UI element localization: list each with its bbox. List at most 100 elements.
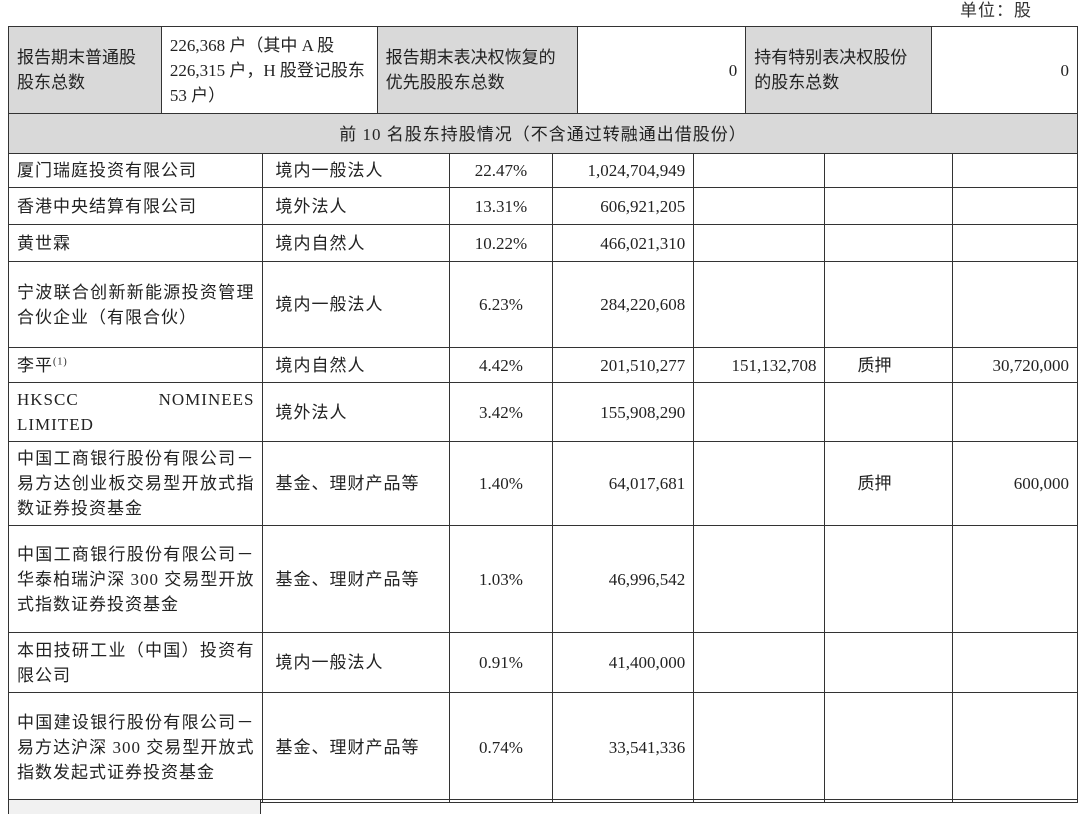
shares-held-text: 201,510,277 [600,355,686,375]
holding-percent-text: 10.22% [474,233,528,253]
holder-name: 本田技研工业（中国）投资有限公司 [7,632,264,693]
pledge-quantity: 600,000 [951,441,1079,526]
holder-name-text: 中国建设银行股份有限公司－易方达沪深 300 交易型开放式指数发起式证券投资基金 [17,713,255,782]
holder-type-text: 境内一般法人 [275,653,384,672]
restricted-shares [693,525,826,633]
holding-percent-text: 1.03% [478,569,523,589]
holder-type-text: 基金、理财产品等 [275,738,420,757]
pledge-status [824,525,953,633]
holding-percent-text: 4.42% [478,355,523,375]
holder-type-text: 境外法人 [275,196,348,216]
restricted-shares [693,632,826,693]
holder-type-text: 境内自然人 [275,233,366,253]
holder-name-text: 李平 [17,355,53,375]
holding-percent-text: 1.40% [478,474,523,493]
pledge-status [824,153,953,188]
table-row: 中国工商银行股份有限公司－华泰柏瑞沪深 300 交易型开放式指数证券投资基金 基金… [7,525,1079,633]
holder-type: 基金、理财产品等 [262,441,450,526]
special-holders-label: 持有特别表决权股份的股东总数 [745,26,933,114]
table-row: 本田技研工业（中国）投资有限公司 境内一般法人 0.91% 41,400,000 [7,632,1079,693]
holding-percent: 0.91% [448,632,554,693]
next-row-fragment [8,799,1078,814]
holder-type: 境内一般法人 [262,261,450,348]
pledge-status: 质押 [824,347,953,383]
table-row: 黄世霖 境内自然人 10.22% 466,021,310 [7,224,1079,262]
restricted-shares [693,187,826,225]
shares-held: 46,996,542 [551,525,695,633]
table-row: 李平(1) 境内自然人 4.42% 201,510,277 151,132,708 质押 3… [7,347,1079,383]
pledge-quantity [951,692,1079,803]
holder-type: 境外法人 [262,187,450,225]
pledge-status-text: 质押 [857,355,892,375]
table-row: 宁波联合创新新能源投资管理合伙企业（有限合伙） 境内一般法人 6.23% 284,22… [7,261,1079,348]
holder-type-text: 境内一般法人 [275,295,384,314]
pledge-quantity [951,153,1079,188]
table-row: 香港中央结算有限公司 境外法人 13.31% 606,921,205 [7,187,1079,225]
shares-held-text: 33,541,336 [608,738,686,757]
pledge-quantity [951,187,1079,225]
holder-type-text: 境内一般法人 [275,161,384,180]
pledge-status: 质押 [824,441,953,526]
holder-name-text: 厦门瑞庭投资有限公司 [17,161,197,180]
holding-percent: 6.23% [448,261,554,348]
shares-held-text: 46,996,542 [608,569,686,589]
holder-name: 中国工商银行股份有限公司－华泰柏瑞沪深 300 交易型开放式指数证券投资基金 [7,525,264,633]
holding-percent: 0.74% [448,692,554,803]
shares-held-text: 1,024,704,949 [587,161,686,180]
holding-percent-text: 0.91% [478,653,523,672]
pledge-status-text: 质押 [857,474,892,493]
holder-type: 基金、理财产品等 [262,692,450,803]
common-holders-value: 226,368 户（其中 A 股 226,315 户，H 股登记股东 53 户） [160,26,378,114]
top-holders-table: 厦门瑞庭投资有限公司 境内一般法人 22.47% 1,024,704,949 香港中央结… [7,153,1079,803]
shares-held-text: 41,400,000 [608,653,686,672]
holder-name: 中国工商银行股份有限公司－易方达创业板交易型开放式指数证券投资基金 [7,441,264,526]
pledge-status [824,382,953,442]
pledge-status [824,224,953,262]
restricted-shares [693,261,826,348]
holding-percent: 4.42% [448,347,554,383]
holding-percent: 1.03% [448,525,554,633]
shares-held: 41,400,000 [551,632,695,693]
holder-type: 境内自然人 [262,347,450,383]
table-row: 中国工商银行股份有限公司－易方达创业板交易型开放式指数证券投资基金 基金、理财产品… [7,441,1079,526]
holding-percent: 3.42% [448,382,554,442]
pledge-quantity [951,525,1079,633]
special-holders-value: 0 [931,26,1078,114]
shares-held: 606,921,205 [551,187,695,225]
table-row: 厦门瑞庭投资有限公司 境内一般法人 22.47% 1,024,704,949 [7,153,1079,188]
next-row-cell [8,800,261,814]
restricted-shares [693,692,826,803]
holder-type-text: 境内自然人 [275,355,366,375]
common-holders-label: 报告期末普通股股东总数 [8,26,162,114]
restricted-shares [693,153,826,188]
holding-percent-text: 0.74% [478,738,523,757]
holder-type: 境内一般法人 [262,632,450,693]
table-row: HKSCC NOMINEES LIMITED 境外法人 3.42% 155,908,2… [7,382,1079,442]
holder-name-text: 中国工商银行股份有限公司－华泰柏瑞沪深 300 交易型开放式指数证券投资基金 [17,544,255,614]
shares-held: 284,220,608 [551,261,695,348]
holder-type-text: 基金、理财产品等 [275,569,420,589]
holder-name-text: 黄世霖 [17,233,71,253]
restricted-shares [693,224,826,262]
holder-type-text: 境外法人 [275,402,348,422]
holding-percent-text: 13.31% [474,196,528,216]
pledge-status [824,187,953,225]
holding-percent-text: 22.47% [474,161,528,180]
holder-name: HKSCC NOMINEES LIMITED [7,382,264,442]
shares-held-text: 64,017,681 [608,474,686,493]
summary-table: 报告期末普通股股东总数 226,368 户（其中 A 股 226,315 户，H… [8,26,1078,155]
holder-name: 厦门瑞庭投资有限公司 [7,153,264,188]
shares-held: 33,541,336 [551,692,695,803]
pledge-status [824,261,953,348]
section-title: 前 10 名股东持股情况（不含通过转融通出借股份） [8,113,1078,155]
pledge-quantity-text: 600,000 [1013,474,1069,493]
holding-percent-text: 3.42% [478,402,523,422]
holders-body: 厦门瑞庭投资有限公司 境内一般法人 22.47% 1,024,704,949 香港中央结… [7,153,1079,803]
holder-name: 香港中央结算有限公司 [7,187,264,225]
pledge-quantity-text: 30,720,000 [992,355,1070,375]
shares-held: 466,021,310 [551,224,695,262]
pledge-quantity [951,632,1079,693]
holder-type-text: 基金、理财产品等 [275,474,420,493]
pledge-status [824,692,953,803]
pledge-quantity: 30,720,000 [951,347,1079,383]
